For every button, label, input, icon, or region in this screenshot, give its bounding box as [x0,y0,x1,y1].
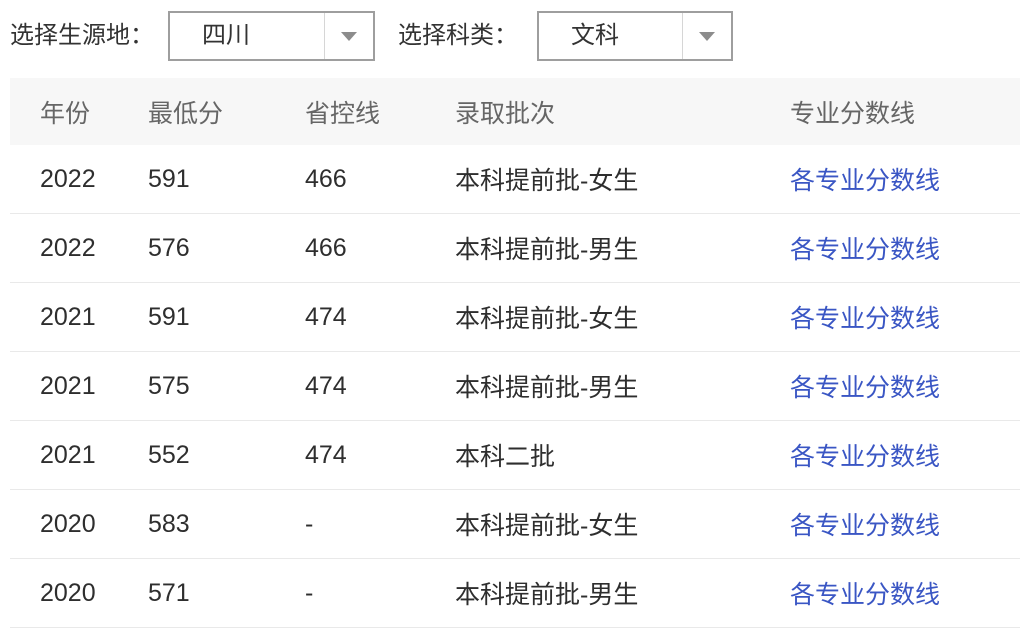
major-scores-link[interactable]: 各专业分数线 [790,305,941,333]
major-scores-link[interactable]: 各专业分数线 [790,443,941,471]
table-row: 2020 571 - 本科提前批-男生 各专业分数线 [10,559,1020,628]
cell-batch: 本科提前批-女生 [455,167,639,195]
category-filter-label: 选择科类： [398,22,518,49]
cell-year: 2020 [40,578,96,607]
cell-min-score: 571 [148,578,190,607]
origin-select-value: 四川 [202,22,250,49]
cell-control-line: - [305,578,314,607]
table-row: 2020 583 - 本科提前批-女生 各专业分数线 [10,490,1020,559]
col-header-year: 年份 [40,99,91,128]
origin-select[interactable]: 四川 [168,11,375,61]
table-row: 2021 591 474 本科提前批-女生 各专业分数线 [10,283,1020,352]
cell-batch: 本科提前批-男生 [455,374,639,402]
major-scores-link[interactable]: 各专业分数线 [790,167,941,195]
cell-control-line: - [305,509,314,538]
cell-batch: 本科二批 [455,443,556,471]
cell-min-score: 591 [148,302,190,331]
cell-min-score: 583 [148,509,190,538]
cell-year: 2021 [40,371,96,400]
filter-bar: 选择生源地： 四川 选择科类： 文科 [0,0,1020,78]
category-select-value: 文科 [571,22,619,49]
cell-control-line: 474 [305,440,347,469]
cell-year: 2021 [40,440,96,469]
major-scores-link[interactable]: 各专业分数线 [790,581,941,609]
cell-batch: 本科提前批-男生 [455,581,639,609]
chevron-down-icon [699,31,715,41]
table-row: 2021 552 474 本科二批 各专业分数线 [10,421,1020,490]
origin-select-arrow-box [324,13,373,59]
category-select-arrow-box [682,13,731,59]
major-scores-link[interactable]: 各专业分数线 [790,236,941,264]
cell-batch: 本科提前批-男生 [455,236,639,264]
cell-batch: 本科提前批-女生 [455,512,639,540]
table-row: 2022 576 466 本科提前批-男生 各专业分数线 [10,214,1020,283]
cell-year: 2020 [40,509,96,538]
score-table: 年份 最低分 省控线 录取批次 专业分数线 2022 591 466 本科提前批… [10,78,1020,628]
col-header-min-score: 最低分 [148,99,224,128]
table-row: 2021 575 474 本科提前批-男生 各专业分数线 [10,352,1020,421]
cell-min-score: 591 [148,164,190,193]
cell-min-score: 575 [148,371,190,400]
cell-year: 2022 [40,233,96,262]
col-header-batch: 录取批次 [455,99,556,128]
table-header-row: 年份 最低分 省控线 录取批次 专业分数线 [10,78,1020,145]
cell-min-score: 576 [148,233,190,262]
cell-year: 2022 [40,164,96,193]
major-scores-link[interactable]: 各专业分数线 [790,512,941,540]
cell-control-line: 466 [305,233,347,262]
col-header-control-line: 省控线 [305,99,381,128]
category-select[interactable]: 文科 [537,11,733,61]
table-row: 2022 591 466 本科提前批-女生 各专业分数线 [10,145,1020,214]
chevron-down-icon [341,31,357,41]
cell-control-line: 474 [305,371,347,400]
cell-year: 2021 [40,302,96,331]
cell-batch: 本科提前批-女生 [455,305,639,333]
major-scores-link[interactable]: 各专业分数线 [790,374,941,402]
cell-min-score: 552 [148,440,190,469]
origin-filter-label: 选择生源地： [10,22,154,49]
col-header-major-scores: 专业分数线 [790,99,916,128]
cell-control-line: 466 [305,164,347,193]
cell-control-line: 474 [305,302,347,331]
